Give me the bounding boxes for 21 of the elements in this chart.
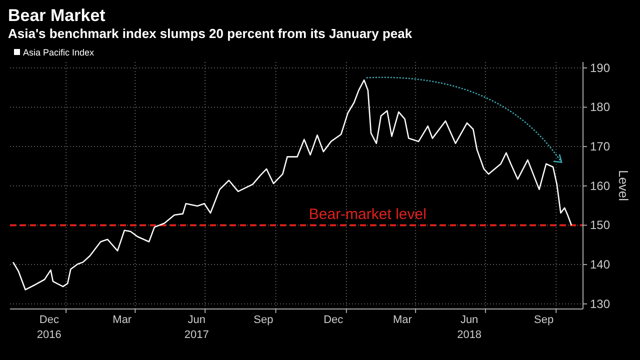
y-tick-label: 160 — [590, 178, 610, 193]
line-series — [12, 79, 572, 290]
y-axis-title: Level — [616, 170, 631, 202]
chart-title: Bear Market — [8, 6, 106, 25]
ref-line-label: Bear-market level — [308, 206, 426, 224]
chart-subtitle: Asia's benchmark index slumps 20 percent from its January peak — [8, 26, 413, 41]
y-tick-label: 150 — [590, 218, 610, 232]
y-tick-label: 170 — [590, 140, 610, 154]
y-tick-label: 190 — [590, 60, 610, 75]
x-tick-label: Mar — [112, 314, 132, 326]
x-tick-label: Jun 2017 — [184, 314, 209, 341]
x-tick-label: Mar — [393, 314, 412, 326]
y-tick-label: 180 — [590, 100, 610, 114]
y-tick-label: 140 — [590, 258, 610, 272]
x-tick-label: Dec 2016 — [36, 314, 62, 341]
y-tick-label: 130 — [590, 296, 610, 311]
legend-label: Asia Pacific Index — [23, 48, 95, 58]
x-tick-label: Jun 2018 — [457, 314, 482, 341]
x-tick-label: Sep — [254, 314, 274, 326]
x-tick-label: Dec — [324, 314, 344, 326]
x-tick-label: Sep — [534, 314, 554, 326]
